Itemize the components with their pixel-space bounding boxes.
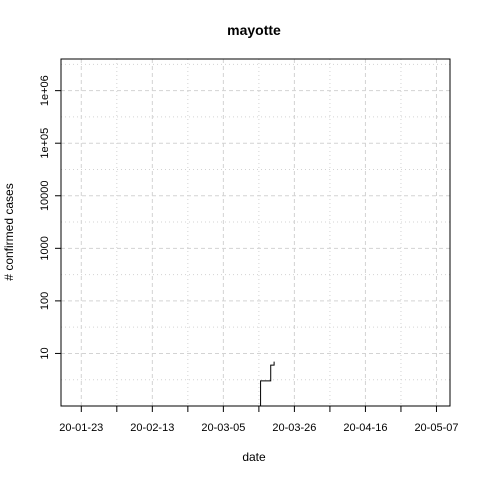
y-tick-label: 100 (39, 292, 51, 310)
x-axis: 20-01-23 20-02-13 20-03-05 20-03-26 20-04-16… (59, 406, 458, 434)
y-tick-label: 10000 (39, 180, 51, 211)
grid (61, 59, 450, 406)
x-tick-label: 20-02-13 (130, 422, 174, 434)
plot-frame (60, 58, 451, 407)
x-tick-label: 20-03-05 (201, 422, 245, 434)
chart-title: mayotte (227, 22, 281, 38)
y-tick-label: 1e+05 (39, 128, 51, 159)
series-line (253, 361, 275, 407)
x-tick-label: 20-04-16 (343, 422, 387, 434)
y-axis-label: # confirmed cases (2, 183, 16, 280)
x-tick-label: 20-05-07 (414, 422, 458, 434)
y-axis: 10 100 1000 10000 1e+05 1e+06 (39, 75, 61, 360)
series-group (253, 361, 275, 407)
x-axis-label: date (242, 450, 266, 464)
y-tick-label: 1000 (39, 236, 51, 260)
y-tick-label: 1e+06 (39, 75, 51, 106)
y-tick-label: 10 (39, 347, 51, 359)
x-tick-label: 20-03-26 (272, 422, 316, 434)
x-tick-label: 20-01-23 (59, 422, 103, 434)
